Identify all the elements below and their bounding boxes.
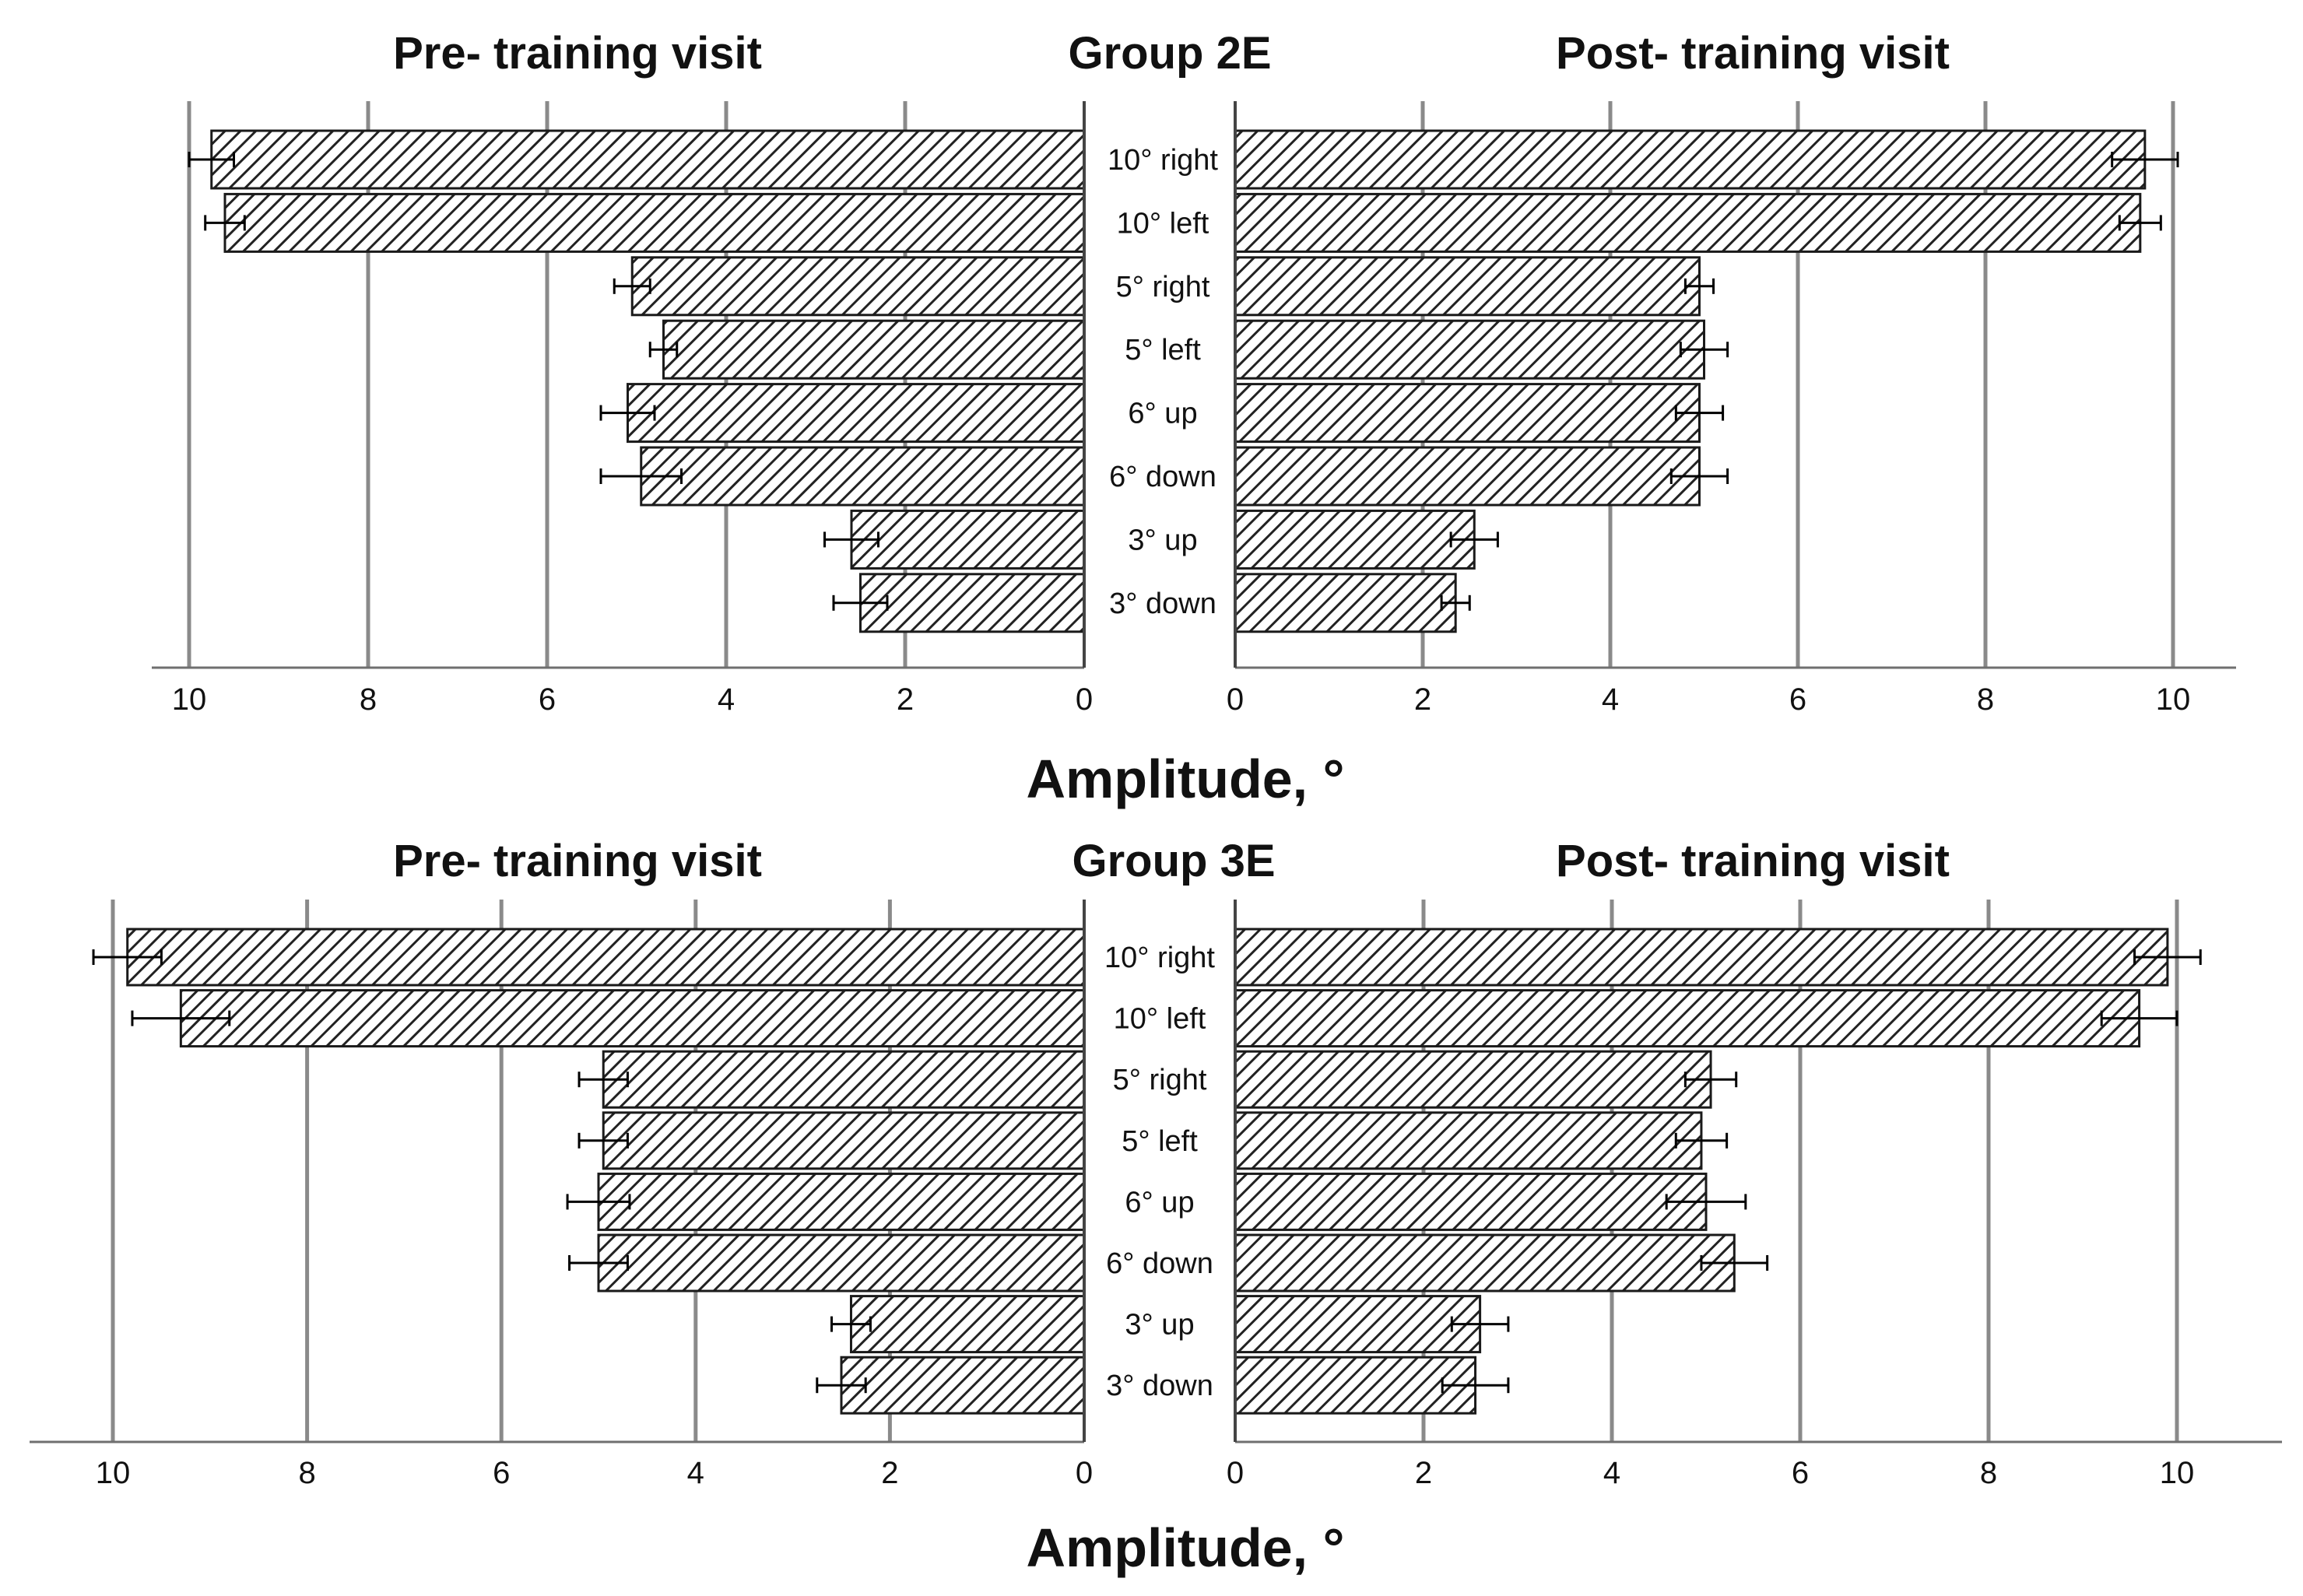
category-labels: 10° right 10° left 5° right 5° left 6° up 6° … [1108,144,1218,620]
bar-post-5-right [1234,1050,1712,1109]
bar-pre-3-up [849,1295,1086,1354]
category-label-5-right: 5° right [1113,1064,1207,1096]
category-label-5-right: 5° right [1116,271,1210,303]
tick-label-right-8: 8 [1977,682,1994,717]
tick-labels: 0 0 2 2 4 4 6 6 8 8 10 10 [172,682,2191,717]
tick-label-left-0: 0 [1076,1456,1093,1490]
bar-post-6-down [1234,446,1701,507]
bar-post-5-left [1234,1111,1703,1170]
bar-post-3-up [1234,509,1476,570]
bar-post-10-right [1234,129,2147,190]
tick-label-right-0: 0 [1227,1456,1244,1490]
category-label-6-down: 6° down [1109,461,1216,493]
tick-label-right-4: 4 [1602,682,1619,717]
category-label-5-left: 5° left [1122,1125,1198,1158]
bar-post-3-down [1234,1356,1477,1415]
chart-panel-group-3e: Pre- training visit Group 3E Post- train… [30,836,2282,1578]
bar-pre-3-down [840,1356,1086,1415]
bar-post-10-left [1234,989,2141,1048]
bar-post-6-up [1234,383,1701,444]
bar-pre-10-left [223,192,1086,253]
tick-label-left-2: 2 [881,1456,898,1490]
bar-pre-6-down [640,446,1086,507]
category-label-3-down: 3° down [1109,588,1216,620]
category-labels: 10° right 10° left 5° right 5° left 6° up 6° … [1104,942,1215,1402]
category-label-6-up: 6° up [1128,398,1197,430]
bar-pre-3-down [859,573,1086,633]
group-title: Group 3E [1072,836,1275,886]
tick-label-right-10: 10 [2156,682,2191,717]
tick-label-left-2: 2 [897,682,914,717]
bars [126,928,2169,1415]
bars [210,129,2147,633]
bar-pre-5-right [630,256,1086,317]
bar-pre-6-down [597,1233,1086,1293]
right-title: Post- training visit [1556,836,1950,886]
bar-pre-10-right [126,928,1086,987]
tick-label-right-10: 10 [2160,1456,2195,1490]
bar-post-10-left [1234,192,2142,253]
bar-pre-6-up [597,1172,1086,1231]
tick-label-left-0: 0 [1076,682,1093,717]
bar-pre-5-right [602,1050,1086,1109]
left-title: Pre- training visit [393,28,762,79]
tick-label-left-10: 10 [96,1456,131,1490]
group-title: Group 2E [1068,28,1271,79]
bar-post-6-up [1234,1172,1708,1231]
bar-post-10-right [1234,928,2169,987]
x-axis-label: Amplitude, ° [1026,749,1344,809]
bar-post-3-down [1234,573,1457,633]
tick-label-right-2: 2 [1414,682,1431,717]
category-label-10-left: 10° left [1114,1003,1206,1036]
category-label-6-down: 6° down [1106,1247,1213,1280]
category-label-3-down: 3° down [1106,1370,1213,1402]
tick-labels: 0 0 2 2 4 4 6 6 8 8 10 10 [96,1456,2195,1490]
tick-label-right-6: 6 [1792,1456,1809,1490]
tick-label-right-2: 2 [1415,1456,1432,1490]
category-label-6-up: 6° up [1125,1186,1194,1219]
bar-pre-5-left [602,1111,1086,1170]
bar-pre-3-up [850,509,1086,570]
tick-label-left-6: 6 [539,682,556,717]
x-axis-label: Amplitude, ° [1026,1517,1344,1578]
bar-pre-10-right [210,129,1086,190]
error-bars [92,949,2202,1394]
bar-post-3-up [1234,1295,1482,1354]
tick-label-right-0: 0 [1227,682,1244,717]
tick-label-left-10: 10 [172,682,207,717]
tick-label-right-8: 8 [1980,1456,1997,1490]
category-label-10-right: 10° right [1104,942,1215,974]
tick-label-right-4: 4 [1603,1456,1620,1490]
tick-label-left-6: 6 [493,1456,510,1490]
axes [30,900,2282,1443]
chart-panel-group-2e: Pre- training visit Group 2E Post- train… [152,28,2236,809]
category-label-3-up: 3° up [1125,1309,1194,1342]
right-title: Post- training visit [1556,28,1950,79]
category-label-10-left: 10° left [1117,207,1209,240]
bar-post-5-left [1234,319,1705,380]
axes [152,101,2236,669]
error-bars [188,152,2179,611]
tick-label-left-8: 8 [360,682,377,717]
category-label-3-up: 3° up [1128,524,1197,556]
bar-post-5-right [1234,256,1701,317]
category-label-5-left: 5° left [1125,334,1201,367]
left-title: Pre- training visit [393,836,762,886]
tick-label-right-6: 6 [1789,682,1806,717]
tick-label-left-8: 8 [298,1456,315,1490]
bar-pre-5-left [662,319,1086,380]
bar-pre-6-up [627,383,1086,444]
tick-label-left-4: 4 [718,682,735,717]
bar-post-6-down [1234,1233,1736,1293]
bar-pre-10-left [179,989,1086,1048]
category-label-10-right: 10° right [1108,144,1218,177]
tick-label-left-4: 4 [687,1456,704,1490]
